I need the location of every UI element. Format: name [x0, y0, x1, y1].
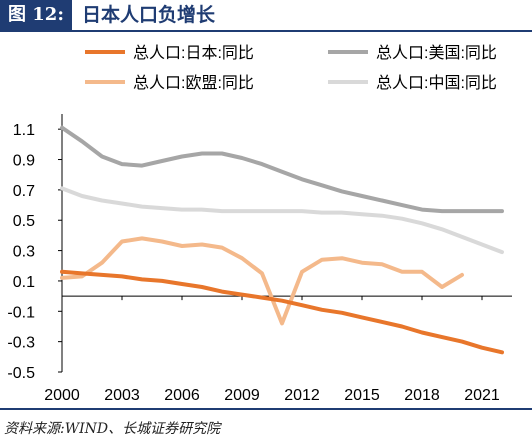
legend-label: 总人口:日本:同比 — [133, 44, 254, 62]
y-tick-label: -0.5 — [7, 365, 35, 382]
y-tick-label: 0.9 — [13, 153, 35, 170]
source-divider — [0, 408, 532, 410]
x-tick-label: 2021 — [464, 387, 500, 404]
series-line-0 — [60, 269, 504, 355]
series-line-2 — [60, 236, 464, 326]
figure-title: 日本人口负增长 — [82, 4, 216, 26]
y-tick-label: 0.5 — [13, 213, 35, 230]
x-tick-label: 2015 — [344, 387, 380, 404]
x-tick-label: 2006 — [164, 387, 200, 404]
x-tick-label: 2018 — [404, 387, 440, 404]
series-line-1 — [60, 125, 504, 214]
legend-label: 总人口:中国:同比 — [376, 74, 497, 92]
x-tick-label: 2009 — [224, 387, 260, 404]
figure-header: 图 12: 日本人口负增长 — [0, 0, 532, 32]
legend-label: 总人口:美国:同比 — [376, 44, 497, 62]
source-note: 资料来源:WIND、长城证券研究院 — [4, 421, 221, 437]
x-tick-label: 2003 — [104, 387, 140, 404]
series-line-3 — [60, 186, 504, 255]
x-tick-label: 2000 — [44, 387, 80, 404]
y-tick-label: 1.1 — [13, 122, 35, 139]
y-tick-label: -0.3 — [7, 335, 35, 352]
y-tick-label: 0.3 — [13, 244, 35, 261]
figure-label: 图 12: — [0, 0, 72, 30]
y-tick-label: -0.1 — [7, 304, 35, 321]
legend-label: 总人口:欧盟:同比 — [133, 74, 254, 92]
y-tick-label: 0.7 — [13, 183, 35, 200]
y-tick-label: 0.1 — [13, 274, 35, 291]
x-tick-label: 2012 — [284, 387, 320, 404]
